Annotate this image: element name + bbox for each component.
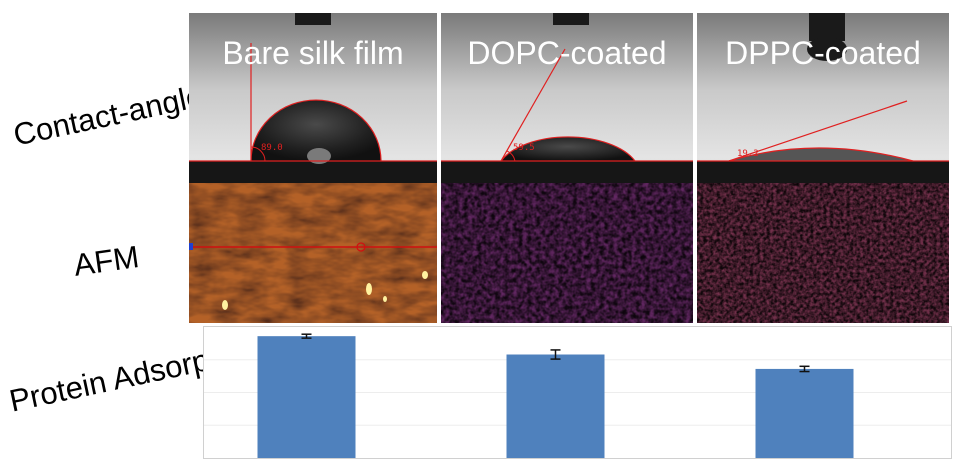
row-label-contact-angle: Contact-angle (10, 78, 207, 153)
afm-image-dppc (697, 183, 949, 323)
droplet-image-dopc (441, 13, 693, 183)
bar-2 (506, 354, 605, 458)
bar-chart-svg (204, 333, 951, 458)
angle-readout-dppc: 19.2 (737, 149, 759, 159)
panel-title-bare: Bare silk film (222, 35, 404, 71)
panel-title-dopc: DOPC-coated (467, 35, 667, 71)
bar-1 (257, 336, 356, 458)
panel-title-dppc: DPPC-coated (725, 35, 921, 71)
protein-adsorption-chart (203, 326, 952, 459)
afm-image-bare (189, 183, 437, 323)
droplet-image-dppc (697, 13, 949, 183)
afm-image-dopc (441, 183, 693, 323)
bar-3 (755, 368, 854, 458)
contact-angle-image-dopc: 59.5 DOPC-coated (441, 13, 693, 183)
droplet-image-bare (189, 13, 437, 183)
row-label-afm: AFM (71, 239, 142, 283)
error-bar-1 (301, 333, 312, 339)
angle-readout-bare: 89.0 (261, 143, 283, 153)
angle-readout-dopc: 59.5 (513, 143, 535, 153)
error-bar-2 (550, 349, 561, 360)
contact-angle-image-bare: 89.0 Bare silk film (189, 13, 437, 183)
error-bar-3 (799, 365, 810, 373)
contact-angle-image-dppc: 19.2 DPPC-coated (697, 13, 949, 183)
